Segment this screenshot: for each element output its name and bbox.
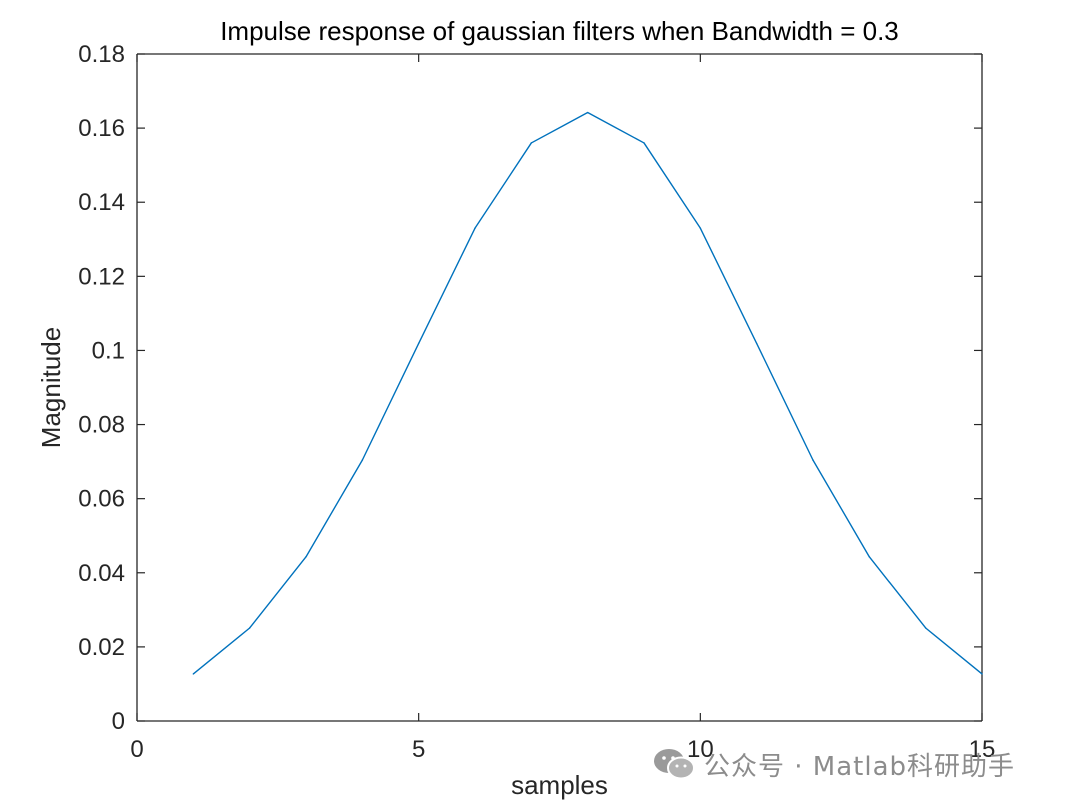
y-tick-label: 0.18 — [78, 41, 125, 68]
data-point — [248, 627, 251, 629]
x-tick-label: 10 — [687, 736, 714, 763]
data-point — [812, 459, 814, 461]
y-tick-label: 0.16 — [78, 115, 125, 142]
data-point — [361, 459, 364, 461]
wechat-icon — [654, 749, 695, 780]
data-point — [643, 142, 645, 144]
y-tick-label: 0.1 — [92, 337, 125, 364]
tick-group: 0 5 10 15 0 0.02 0.04 0.06 0.08 0.1 0.12 0.14 0.16 0.… — [78, 41, 995, 763]
data-point — [924, 627, 927, 629]
plot-background — [137, 54, 982, 721]
chart-title: Impulse response of gaussian filters whe… — [220, 16, 899, 46]
data-point — [192, 673, 195, 675]
data-point — [305, 556, 307, 558]
series-group — [192, 111, 983, 675]
x-tick-label: 15 — [969, 736, 996, 763]
y-axis-title: Magnitude — [36, 327, 66, 448]
x-tick-label: 5 — [412, 736, 425, 763]
watermark-text: 公众号 · Matlab科研助手 — [704, 751, 1016, 782]
x-tick-label: 0 — [130, 736, 143, 763]
y-tick-label: 0.08 — [78, 412, 125, 439]
plot-area — [137, 54, 982, 721]
data-point — [586, 111, 589, 114]
data-point — [474, 227, 476, 229]
y-tick-label: 0.02 — [78, 634, 125, 661]
data-point — [417, 342, 420, 345]
y-tick-label: 0.06 — [78, 486, 125, 513]
data-point — [868, 556, 871, 558]
y-tick-label: 0.14 — [78, 189, 125, 216]
y-tick-label: 0 — [112, 708, 125, 735]
data-point — [981, 673, 983, 675]
y-tick-label: 0.12 — [78, 263, 125, 290]
y-tick-label: 0.04 — [78, 560, 125, 587]
watermark: 公众号 · Matlab科研助手 — [652, 744, 1015, 784]
data-point — [755, 342, 758, 345]
x-axis-title: samples — [511, 770, 608, 800]
data-point — [530, 142, 533, 144]
data-point — [699, 227, 702, 229]
axes — [136, 53, 983, 722]
